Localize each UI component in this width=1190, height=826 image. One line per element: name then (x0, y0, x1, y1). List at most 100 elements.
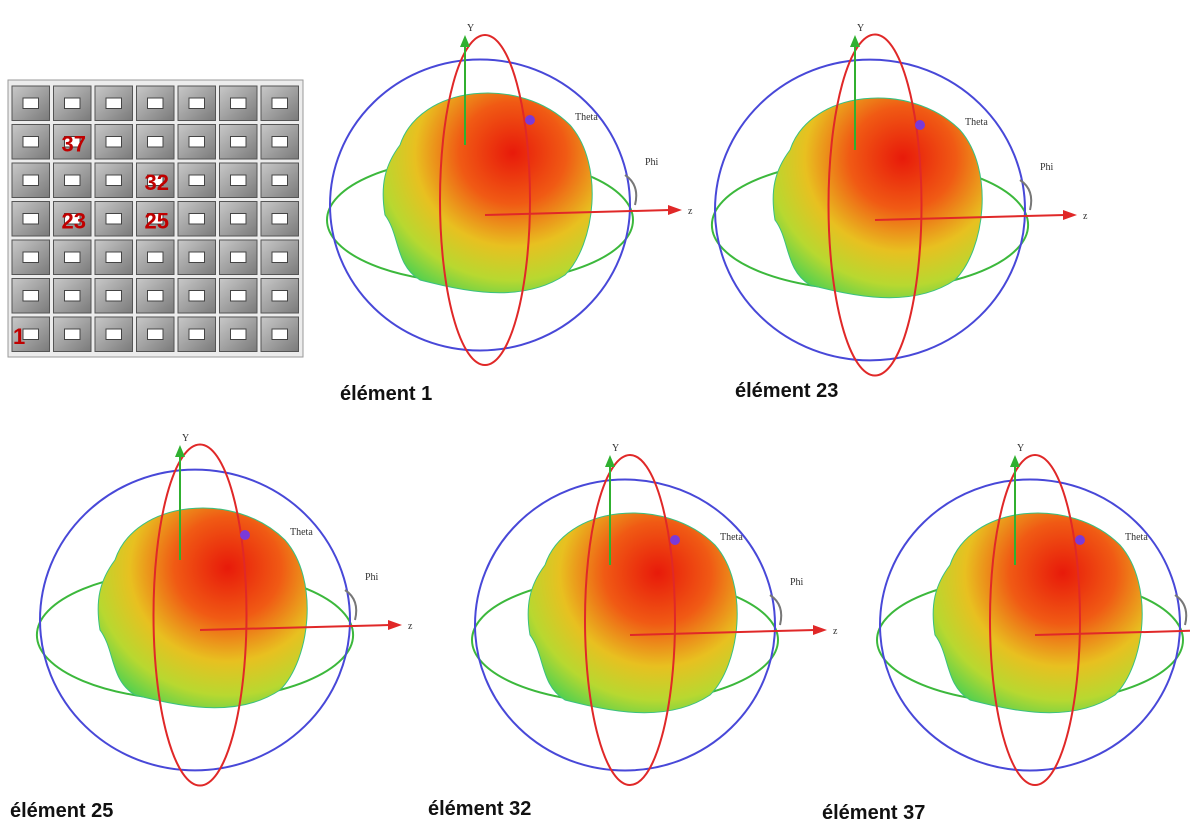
patch (271, 136, 288, 148)
patch (64, 213, 81, 225)
phi-arc (344, 589, 358, 621)
red-ring (989, 454, 1081, 786)
element-number: 25 (145, 209, 169, 234)
y-arrow (460, 35, 470, 47)
axis-label-theta: Theta (290, 527, 313, 538)
element-number: 37 (62, 132, 86, 157)
patch (147, 136, 164, 148)
patch (188, 174, 205, 186)
origin-marker (240, 530, 250, 540)
axis-label-theta: Theta (1125, 532, 1148, 543)
red-ring (152, 443, 248, 787)
patch (105, 97, 122, 109)
patch (64, 251, 81, 263)
patch (147, 174, 164, 186)
axis-label-z: z (408, 621, 413, 632)
axis-label-theta: Theta (575, 112, 598, 123)
patch (188, 328, 205, 340)
phi-arc (1019, 179, 1033, 211)
patch (230, 174, 247, 186)
phi-arc (1174, 594, 1188, 626)
patch (22, 174, 39, 186)
origin-marker (915, 120, 925, 130)
axis-label-phi: Phi (1040, 162, 1054, 173)
blue-ring (39, 468, 351, 772)
patch (64, 97, 81, 109)
z-arrow (1063, 210, 1077, 220)
caption: élément 32 (428, 798, 531, 820)
patch (64, 136, 81, 148)
patch (105, 136, 122, 148)
patch (22, 328, 39, 340)
array-cell (219, 239, 258, 275)
pattern-blob (932, 512, 1143, 714)
red-ring (827, 33, 923, 377)
pattern-blob (772, 97, 983, 299)
patch (271, 174, 288, 186)
patch (230, 213, 247, 225)
patch (147, 97, 164, 109)
pattern-blob (97, 507, 308, 709)
patch (22, 213, 39, 225)
pattern-blob (382, 92, 593, 294)
array-cell (177, 201, 216, 237)
patch (230, 136, 247, 148)
patch (271, 213, 288, 225)
patch (230, 328, 247, 340)
patch (188, 251, 205, 263)
y-arrow (175, 445, 185, 457)
patch (105, 328, 122, 340)
origin-marker (1075, 535, 1085, 545)
patch (271, 97, 288, 109)
array-cell (177, 316, 216, 352)
z-axis (484, 209, 671, 216)
caption: élément 25 (10, 800, 113, 822)
axis-label-y: Y (1017, 443, 1024, 454)
patch (64, 328, 81, 340)
patch (188, 97, 205, 109)
caption: élément 23 (735, 380, 838, 402)
patch (147, 213, 164, 225)
phi-arc (769, 594, 783, 626)
element-number: 1 (13, 324, 25, 349)
axis-label-theta: Theta (720, 532, 743, 543)
array-cell (53, 239, 92, 275)
y-arrow (1010, 455, 1020, 467)
patch (22, 97, 39, 109)
patch (230, 251, 247, 263)
patch (147, 251, 164, 263)
z-arrow (388, 620, 402, 630)
patch (22, 251, 39, 263)
y-arrow (850, 35, 860, 47)
axis-label-y: Y (182, 433, 189, 444)
patch (147, 328, 164, 340)
patch (271, 328, 288, 340)
blue-ring (329, 58, 631, 352)
axis-label-phi: Phi (365, 572, 379, 583)
patch (22, 290, 39, 302)
axis-label-y: Y (612, 443, 619, 454)
patch (188, 136, 205, 148)
pattern-blob (527, 512, 738, 714)
array-cell (260, 85, 299, 121)
axis-label-y: Y (857, 23, 864, 34)
patch (105, 213, 122, 225)
z-axis (629, 629, 816, 636)
z-arrow (668, 205, 682, 215)
origin-marker (525, 115, 535, 125)
z-axis (199, 624, 391, 631)
axis-label-z: z (688, 206, 693, 217)
caption: élément 37 (822, 802, 925, 824)
patch (22, 136, 39, 148)
y-arrow (605, 455, 615, 467)
phi-arc (624, 174, 638, 206)
patch (105, 251, 122, 263)
axis-label-phi: Phi (645, 157, 659, 168)
blue-ring (474, 478, 776, 772)
patch (271, 290, 288, 302)
axis-label-z: z (833, 626, 838, 637)
z-axis (874, 214, 1066, 221)
patch (64, 174, 81, 186)
